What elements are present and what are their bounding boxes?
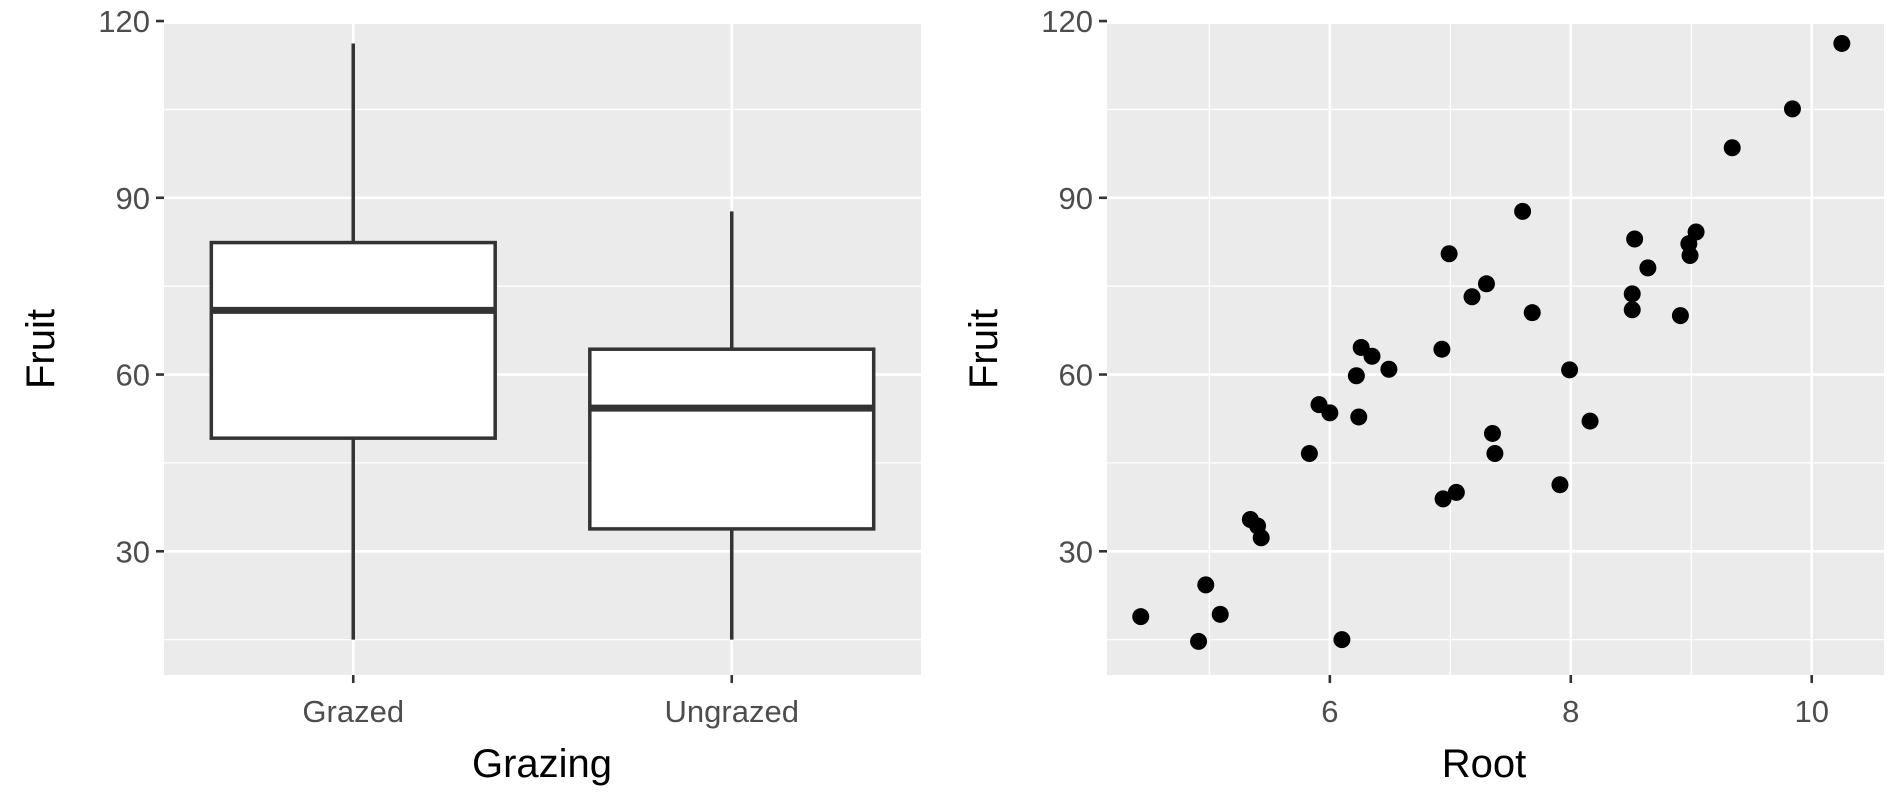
scatter-point (1447, 483, 1465, 501)
boxplot-x-axis-title: Grazing (472, 742, 612, 786)
scatter-y-tick-label: 90 (1059, 181, 1093, 216)
scatter-point (1523, 304, 1541, 322)
boxplot-x-tick-label: Ungrazed (665, 694, 799, 729)
scatter-panel: 30 60 90 120 6 8 10 Root Fruit (962, 4, 1884, 786)
scatter-point (1190, 632, 1208, 650)
scatter-points (1132, 34, 1851, 650)
scatter-point (1350, 408, 1368, 426)
scatter-point (1486, 444, 1504, 462)
boxplot-y-tick-label: 60 (116, 358, 150, 393)
scatter-y-tick-label: 120 (1041, 4, 1093, 39)
scatter-point (1197, 576, 1215, 594)
scatter-point (1551, 476, 1569, 494)
scatter-gridlines (1107, 19, 1884, 675)
interquartile-box (588, 347, 876, 531)
scatter-panel-background (1107, 24, 1884, 675)
boxplot-y-tick-label: 120 (98, 4, 150, 39)
box-grazed (209, 43, 497, 640)
scatter-point (1833, 34, 1851, 52)
scatter-point (1681, 247, 1699, 265)
scatter-point (1363, 347, 1381, 365)
scatter-point (1300, 444, 1318, 462)
boxplot-y-axis-title: Fruit (19, 309, 63, 389)
scatter-point (1347, 367, 1365, 385)
scatter-x-tick-label: 10 (1794, 694, 1828, 729)
scatter-point (1333, 631, 1351, 649)
scatter-point (1252, 529, 1270, 547)
scatter-point (1581, 412, 1599, 430)
scatter-point (1321, 404, 1339, 422)
scatter-point (1626, 230, 1644, 248)
scatter-y-tick-label: 30 (1059, 534, 1093, 569)
boxplot-y-tick-label: 90 (116, 181, 150, 216)
scatter-point (1440, 245, 1458, 263)
scatter-point (1687, 223, 1705, 241)
scatter-axes: 30 60 90 120 6 8 10 (1041, 4, 1829, 729)
scatter-point (1783, 100, 1801, 118)
scatter-x-axis-title: Root (1442, 742, 1527, 786)
scatter-point (1483, 424, 1501, 442)
scatter-y-tick-label: 60 (1059, 358, 1093, 393)
boxplot-boxes (209, 43, 876, 640)
scatter-point (1463, 288, 1481, 306)
scatter-point (1514, 202, 1532, 220)
scatter-point (1380, 360, 1398, 378)
scatter-point (1477, 275, 1495, 293)
scatter-point (1561, 361, 1579, 379)
scatter-point (1132, 608, 1150, 626)
boxplot-axes: 30 60 90 120 Grazed Ungrazed (98, 4, 799, 729)
scatter-point (1434, 490, 1452, 508)
boxplot-panel: 30 60 90 120 Grazed Ungrazed Grazing Fruit (19, 4, 921, 786)
boxplot-x-tick-label: Grazed (302, 694, 404, 729)
scatter-point (1639, 259, 1657, 277)
scatter-point (1211, 605, 1229, 623)
interquartile-box (209, 240, 497, 440)
scatter-point (1671, 307, 1689, 325)
scatter-x-tick-label: 8 (1562, 694, 1579, 729)
scatter-point (1723, 139, 1741, 157)
scatter-point (1623, 285, 1641, 303)
scatter-point (1433, 340, 1451, 358)
scatter-point (1623, 301, 1641, 319)
scatter-y-axis-title: Fruit (962, 309, 1006, 389)
scatter-x-tick-label: 6 (1321, 694, 1338, 729)
boxplot-y-tick-label: 30 (116, 534, 150, 569)
box-ungrazed (588, 211, 876, 640)
